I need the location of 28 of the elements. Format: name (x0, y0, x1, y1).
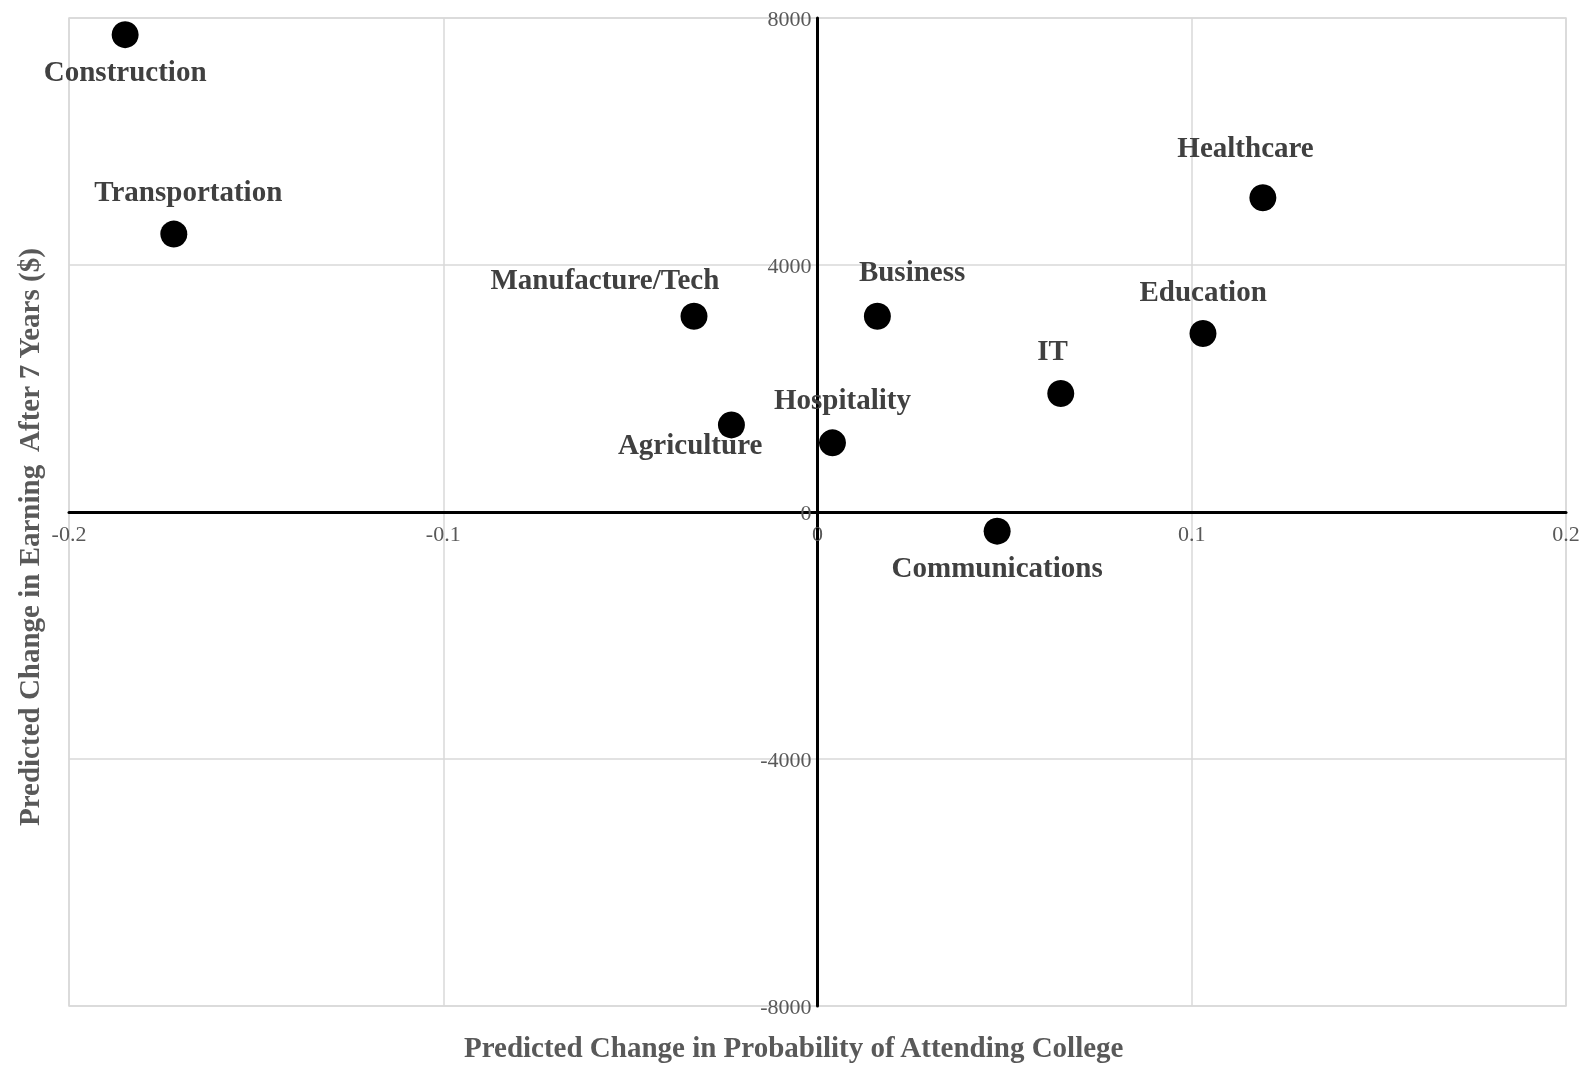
series-label: Agriculture (617, 427, 763, 460)
y-axis-title: Predicted Change in Earning After 7 Years ($) (12, 248, 46, 826)
point (863, 302, 891, 330)
x-tick-label: -0.2 (51, 520, 87, 546)
x-tick-label: 0.1 (1178, 520, 1206, 546)
point (1047, 379, 1075, 407)
series-label: Healthcare (1177, 130, 1314, 163)
point (111, 21, 139, 49)
series-label: Manufacture/Tech (490, 263, 720, 296)
point (983, 517, 1011, 545)
series-label: Transportation (94, 175, 283, 208)
series-label: Communications (891, 551, 1103, 584)
x-axis-title: Predicted Change in Probability of Attending College (463, 1030, 1124, 1063)
series-label: Business (858, 255, 966, 288)
series-label: IT (1037, 334, 1068, 367)
point (1249, 184, 1277, 212)
y-tick-label: -8000 (760, 993, 812, 1019)
series-label: Construction (43, 54, 207, 87)
point (1189, 320, 1217, 348)
x-tick-label: -0.1 (425, 520, 461, 546)
point (819, 429, 846, 457)
point (680, 302, 708, 330)
y-tick-label: 4000 (767, 252, 812, 278)
series-label: Education (1139, 274, 1267, 307)
y-tick-label: -4000 (760, 746, 812, 772)
y-tick-label: 8000 (767, 5, 812, 31)
point (160, 220, 188, 248)
x-tick-label: 0.2 (1552, 520, 1580, 546)
